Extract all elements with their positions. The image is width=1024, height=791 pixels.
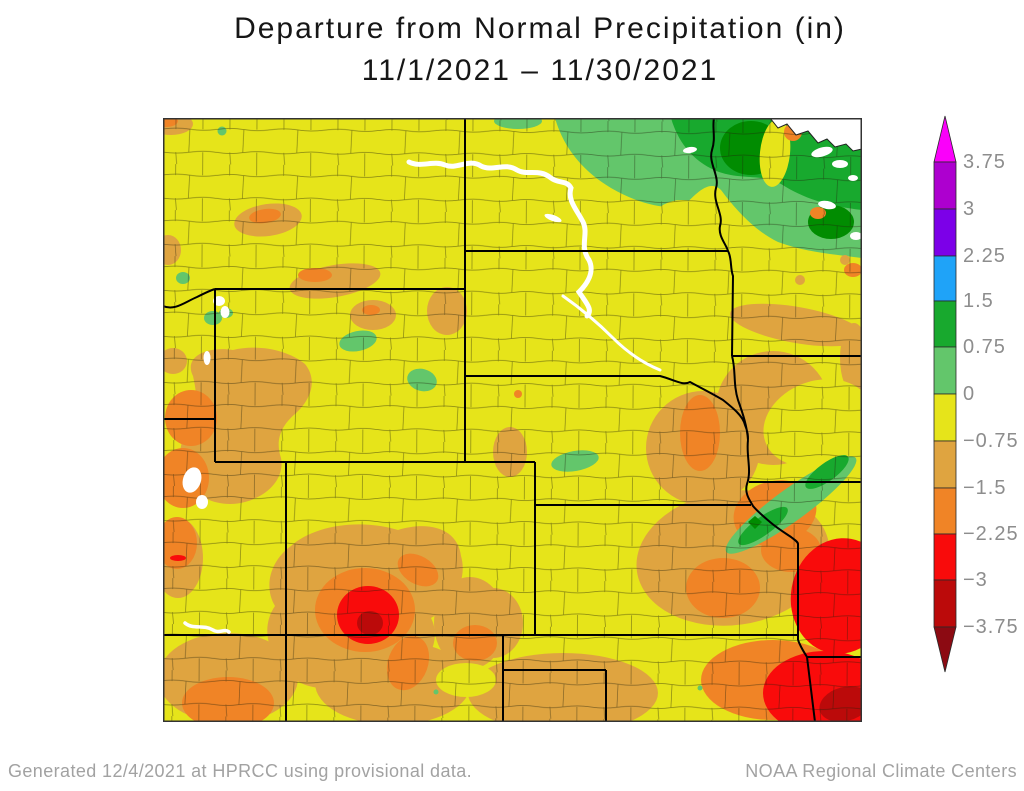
minnesota-lake xyxy=(850,232,862,240)
colorbar-segment xyxy=(933,346,957,395)
international-border xyxy=(769,117,863,152)
tick-label: −3.75 xyxy=(963,616,1019,638)
minnesota-lake xyxy=(818,200,836,210)
tick-label: 0 xyxy=(963,383,976,405)
state-border-lines xyxy=(162,117,862,723)
tick-label: −0.75 xyxy=(963,430,1019,452)
missouri-river-white xyxy=(406,159,594,319)
colorbar-segment xyxy=(933,487,957,535)
bear-lake xyxy=(203,351,211,365)
colorbar-segment xyxy=(933,393,957,442)
canada-blank-area xyxy=(770,118,862,151)
white-river-white xyxy=(561,294,662,372)
generation-credit: Generated 12/4/2021 at HPRCC using provi… xyxy=(8,761,473,781)
colorbar-segment xyxy=(933,208,957,257)
colorbar-arrow-low xyxy=(933,626,957,673)
page-title: Departure from Normal Precipitation (in)… xyxy=(56,10,1024,90)
great-salt-lake xyxy=(196,495,208,509)
tick-label: −1.5 xyxy=(963,477,1007,499)
yellowstone-lake xyxy=(220,306,230,318)
colorbar-segment xyxy=(933,579,957,628)
lake-powell-white xyxy=(183,621,231,634)
map-canvas xyxy=(149,113,892,735)
great-salt-lake xyxy=(182,467,202,493)
source-credit: NOAA Regional Climate Centers xyxy=(745,761,1017,781)
river-segment xyxy=(544,213,562,223)
colorbar: 3.75 3 2.25 1.5 0.75 0 −0.75 −1.5 −2.25 … xyxy=(933,110,1024,690)
tick-label: 3 xyxy=(963,198,976,220)
colorbar-scale xyxy=(933,115,957,673)
tick-label: 3.75 xyxy=(963,151,1006,173)
colorbar-segment xyxy=(933,255,957,302)
minnesota-lake xyxy=(848,175,858,181)
no-data-region xyxy=(769,117,863,152)
tick-label: 0.75 xyxy=(963,336,1006,358)
colorbar-segment xyxy=(933,300,957,348)
tick-label: 1.5 xyxy=(963,290,994,312)
state-borders xyxy=(162,117,862,723)
precipitation-map xyxy=(149,113,892,735)
map-date-range: 11/1/2021 – 11/30/2021 xyxy=(361,54,719,87)
map-title: Departure from Normal Precipitation (in) xyxy=(234,12,846,45)
devils-lake xyxy=(683,146,697,154)
water-bodies xyxy=(182,146,862,634)
tick-label: 2.25 xyxy=(963,245,1006,267)
colorbar-segment xyxy=(933,533,957,581)
colorbar-segment xyxy=(933,161,957,210)
county-boundaries xyxy=(163,118,862,722)
colorbar-segment xyxy=(933,440,957,489)
tick-label: −3 xyxy=(963,569,988,591)
minnesota-lake xyxy=(832,160,848,168)
tick-label: −2.25 xyxy=(963,523,1019,545)
map-frame xyxy=(163,118,862,722)
colorbar-arrow-high xyxy=(933,115,957,163)
minnesota-lake xyxy=(811,146,833,158)
